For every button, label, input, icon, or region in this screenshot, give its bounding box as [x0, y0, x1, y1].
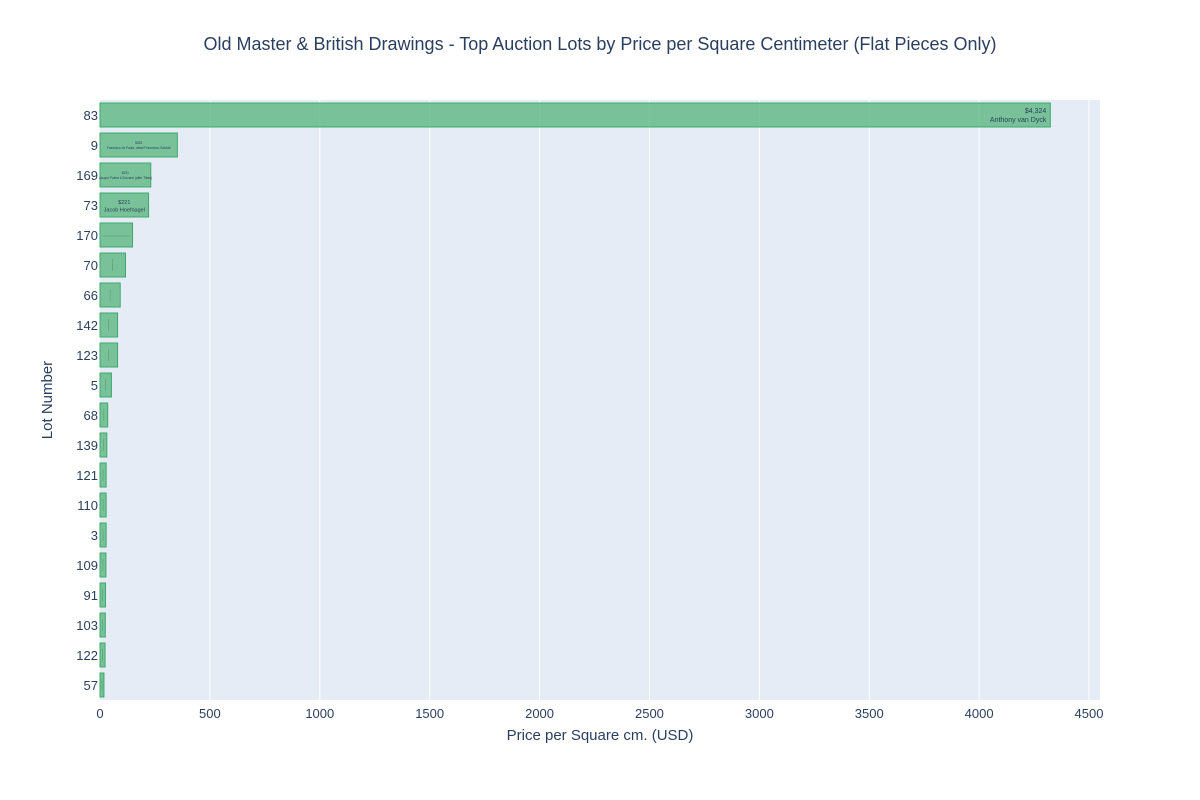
y-tick-labels: 83 9 169 73 170 70 66 142 123 5 68 139 121 110 3 109 91 1…: [76, 108, 98, 693]
y-tick-label: 139: [76, 438, 98, 453]
bar-artist-label: Anthony van Dyck: [990, 117, 1047, 124]
y-tick-label: 91: [84, 588, 98, 603]
bar-artist-label: Francisco de Paula, detail Francesco Sal…: [107, 146, 171, 150]
x-tick-label: 1500: [415, 706, 444, 721]
y-tick-label: 9: [91, 138, 98, 153]
x-tick-labels: 0 500 1000 1500 2000 2500 3000 3500 4000 4500: [96, 706, 1103, 721]
x-tick-label: 4500: [1075, 706, 1104, 721]
y-tick-label: 3: [91, 528, 98, 543]
bar-value-label: $4,324: [1025, 108, 1047, 115]
bar-value-label: $231: [122, 171, 129, 175]
x-tick-label: 3000: [745, 706, 774, 721]
y-tick-label: 70: [84, 258, 98, 273]
y-axis-title: Lot Number: [39, 361, 56, 439]
x-tick-label: 4000: [965, 706, 994, 721]
x-tick-label: 3500: [855, 706, 884, 721]
y-tick-label: 122: [76, 648, 98, 663]
bar-artist-label: Jacopo Palma il Giovane (after Titian): [99, 176, 152, 180]
bar-value-label: $352: [135, 141, 142, 145]
bar-value-label: $221: [118, 200, 130, 206]
y-tick-label: 83: [84, 108, 98, 123]
bar: [99, 132, 178, 158]
x-tick-label: 2000: [525, 706, 554, 721]
y-tick-label: 170: [76, 228, 98, 243]
bar-artist-label: Jacob Hoefnagel: [104, 208, 145, 214]
x-tick-label: 1000: [305, 706, 334, 721]
y-tick-label: 109: [76, 558, 98, 573]
y-tick-label: 57: [84, 678, 98, 693]
y-tick-label: 66: [84, 288, 98, 303]
y-tick-label: 123: [76, 348, 98, 363]
bar: [99, 162, 152, 188]
y-tick-label: 110: [77, 498, 98, 513]
bar: [99, 102, 1051, 128]
grid: [209, 100, 1090, 700]
x-tick-label: 0: [96, 706, 103, 721]
plot-area: [100, 100, 1100, 700]
y-tick-label: 103: [76, 618, 98, 633]
x-tick-label: 500: [199, 706, 221, 721]
y-tick-label: 73: [84, 198, 98, 213]
y-tick-label: 5: [91, 378, 98, 393]
chart-title: Old Master & British Drawings - Top Auct…: [204, 34, 997, 54]
bar: [99, 222, 134, 248]
x-tick-label: 2500: [635, 706, 664, 721]
y-tick-label: 121: [76, 468, 98, 483]
y-tick-label: 169: [76, 168, 98, 183]
bar: [99, 192, 150, 218]
y-tick-label: 142: [76, 318, 98, 333]
y-tick-label: 68: [84, 408, 98, 423]
x-axis-title: Price per Square cm. (USD): [507, 727, 694, 744]
